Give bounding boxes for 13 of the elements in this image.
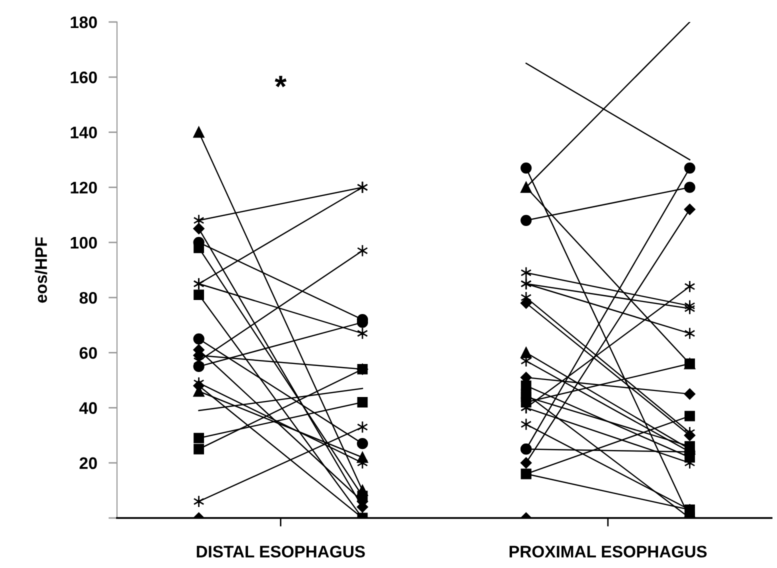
y-tick-label: 20 — [80, 457, 97, 470]
y-tick-label: 140 — [70, 126, 97, 138]
annotation: * — [274, 76, 287, 88]
y-axis-title: eos/HPF — [34, 237, 48, 303]
y-tick-label: 120 — [70, 182, 97, 194]
y-tick-label: 80 — [80, 292, 97, 304]
y-tick-label: 60 — [80, 347, 97, 359]
text: PROXIMAL ESOPHAGUS — [510, 546, 707, 558]
y-tick-label: 180 — [70, 16, 97, 28]
y-tick-label: 100 — [70, 236, 97, 249]
text: DISTAL ESOPHAGUS — [196, 546, 365, 558]
y-tick-label: 40 — [79, 402, 97, 414]
y-tick-label: 160 — [70, 72, 97, 84]
